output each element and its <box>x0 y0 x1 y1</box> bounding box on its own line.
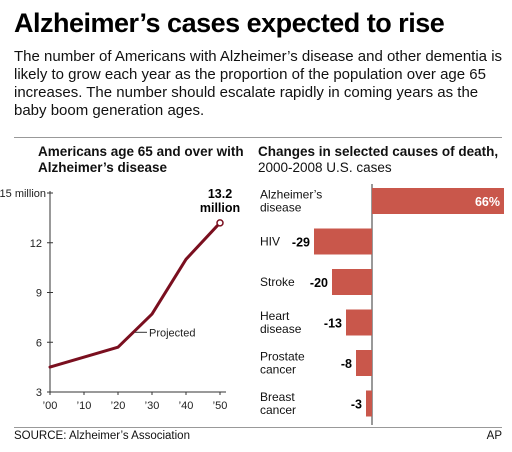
bar-value-label: 66% <box>475 195 500 209</box>
y-tick-label: 9 <box>36 288 42 300</box>
bar-category-label: Heart <box>260 309 290 323</box>
series-line <box>48 221 222 369</box>
bar-chart-title: Changes in selected causes of death, 200… <box>258 144 508 176</box>
x-tick-label: ’50 <box>213 400 228 412</box>
bar-chart-title-rest: 2000-2008 U.S. cases <box>258 160 392 175</box>
bar-category-label: Breast <box>260 390 295 404</box>
bar-category-label: Alzheimer’s <box>260 188 322 202</box>
bar <box>372 188 504 214</box>
bar <box>346 309 372 336</box>
x-tick-label: ’10 <box>77 400 92 412</box>
x-tick-label: ’20 <box>111 400 126 412</box>
x-tick-label: ’40 <box>179 400 194 412</box>
y-tick-label: 6 <box>36 337 42 349</box>
bar-category-label: HIV <box>260 235 280 249</box>
end-point-marker <box>216 219 224 227</box>
end-value-label-line1: 13.2 <box>208 187 232 201</box>
bar-category-label: Stroke <box>260 275 295 289</box>
credit-note: AP <box>486 430 502 442</box>
top-divider <box>14 137 502 138</box>
chart-title: Alzheimer’s cases expected to rise <box>14 8 445 38</box>
source-note: SOURCE: Alzheimer’s Association <box>14 430 190 442</box>
bar-category-label: cancer <box>260 403 296 417</box>
bar <box>366 390 372 417</box>
bar-value-label: -29 <box>292 236 310 250</box>
bar-category-label: disease <box>260 322 302 336</box>
bar-value-label: -13 <box>324 317 342 331</box>
bar <box>356 350 372 376</box>
line-chart-title: Americans age 65 and over with Alzheimer… <box>38 144 244 175</box>
line-chart: 3 6 9 12 15 million ’00 ’10 ’20 ’30 ’40 ’50 Project… <box>0 187 240 412</box>
bar-category-label: Prostate <box>260 350 305 364</box>
bar-value-label: -8 <box>341 357 352 371</box>
y-tick-label: 15 million <box>0 188 46 200</box>
bottom-divider <box>14 427 502 428</box>
bar <box>314 228 372 255</box>
projected-label: Projected <box>149 327 195 339</box>
bar <box>332 269 372 295</box>
y-tick-label: 3 <box>36 387 42 399</box>
bar-value-label: -3 <box>351 398 362 412</box>
bar-category-label: disease <box>260 201 302 215</box>
bar-category-label: cancer <box>260 363 296 377</box>
bar-value-label: -20 <box>310 276 328 290</box>
x-tick-label: ’00 <box>43 400 58 412</box>
y-tick-label: 12 <box>30 238 42 250</box>
intro-text: The number of Americans with Alzheimer’s… <box>14 48 503 119</box>
bar-chart-title-bold: Changes in selected causes of death, <box>258 144 499 159</box>
end-value-label-line2: million <box>200 201 240 215</box>
x-tick-label: ’30 <box>145 400 160 412</box>
